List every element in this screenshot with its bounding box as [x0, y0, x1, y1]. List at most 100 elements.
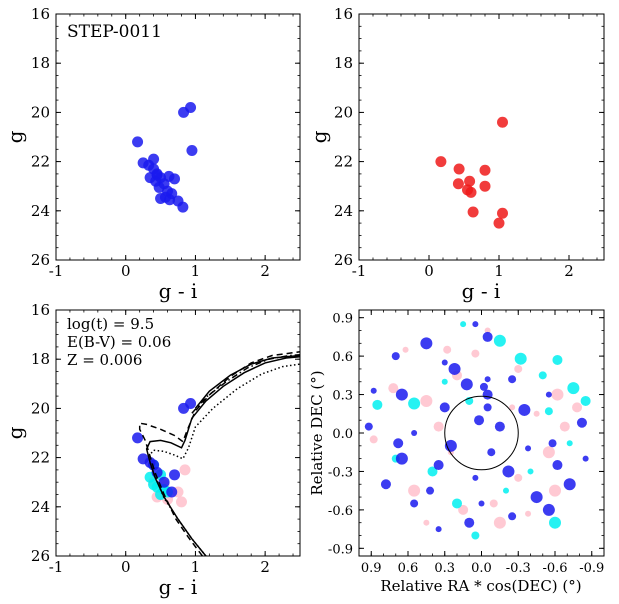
data-point	[370, 387, 377, 394]
data-point	[465, 186, 477, 198]
y-tick-label: 16	[31, 5, 50, 23]
chart-title: STEP-0011	[67, 22, 162, 42]
data-points	[435, 116, 508, 229]
data-point	[460, 378, 473, 391]
data-point	[497, 116, 508, 128]
data-point	[132, 432, 144, 444]
data-point	[527, 468, 534, 475]
data-point	[420, 337, 433, 350]
data-point	[410, 499, 419, 508]
data-point	[458, 504, 469, 515]
x-tick-label: 0	[121, 262, 131, 280]
data-point	[441, 359, 448, 366]
data-point	[538, 371, 547, 380]
axis-ticks: -1 0 1 2 16 18 20 22 24 26	[31, 301, 300, 576]
x-tick-label: 2	[260, 262, 270, 280]
data-point	[518, 403, 531, 416]
x-axis-label: g - i	[159, 575, 198, 599]
y-axis-label: Relative DEC (°)	[308, 370, 326, 495]
x-tick-label: 0.0	[471, 561, 492, 576]
panel-cmd-isochrones: -1 0 1 2 16 18 20 22 24 26 log(t) = 9.5 E(B-V) = …	[3, 301, 301, 599]
x-tick-label: 0	[424, 262, 434, 280]
y-tick-label: 22	[31, 449, 50, 467]
y-tick-label: 26	[334, 251, 353, 269]
data-point	[408, 397, 421, 410]
panel-cmd-field: -1 0 1 2 16 18 20 22 24 26 g - i g	[307, 5, 605, 303]
data-point	[464, 517, 475, 528]
data-point	[545, 391, 552, 398]
x-axis-label: g - i	[462, 279, 501, 303]
data-point	[493, 334, 506, 347]
x-tick-label: -0.9	[579, 561, 604, 576]
data-point	[435, 156, 447, 168]
data-point	[448, 362, 461, 375]
data-point	[452, 178, 464, 190]
data-point	[567, 382, 580, 395]
data-point	[548, 439, 557, 448]
data-point	[478, 500, 485, 507]
data-point	[514, 364, 523, 373]
annotation-metallicity: Z = 0.006	[67, 351, 142, 369]
data-point	[411, 430, 418, 436]
plot-area	[55, 13, 301, 261]
annotation-reddening: E(B-V) = 0.06	[67, 333, 171, 351]
y-tick-label: 16	[31, 301, 50, 319]
data-point	[464, 175, 476, 187]
y-axis-label: g	[307, 130, 331, 143]
data-point	[508, 512, 517, 521]
data-point	[544, 407, 553, 416]
data-point	[158, 476, 170, 488]
data-point	[479, 382, 488, 391]
data-point	[484, 376, 491, 383]
y-tick-label: 0.0	[332, 427, 353, 442]
axis-ticks: -1 0 1 2 16 18 20 22 24 26	[334, 5, 604, 280]
data-point	[514, 473, 523, 482]
x-tick-label: -1	[352, 262, 367, 280]
data-point	[169, 173, 181, 185]
data-point	[186, 145, 198, 157]
x-tick-label: 2	[564, 262, 574, 280]
isochrone-line	[138, 351, 301, 557]
data-point	[467, 206, 479, 218]
data-point	[433, 421, 444, 432]
data-point	[388, 383, 399, 394]
data-point	[169, 469, 181, 481]
data-point	[472, 321, 479, 328]
y-tick-label: 24	[334, 202, 353, 220]
y-tick-label: 0.9	[332, 312, 353, 327]
data-point	[166, 486, 178, 498]
data-point	[479, 180, 491, 192]
data-point	[508, 375, 517, 384]
data-points	[132, 101, 198, 213]
data-point	[479, 164, 491, 176]
data-point	[542, 503, 555, 516]
x-tick-label: 1	[191, 558, 201, 576]
data-point	[179, 464, 191, 476]
data-point	[471, 349, 480, 358]
cluster-radius-circle	[444, 395, 519, 471]
data-point	[393, 438, 404, 449]
y-tick-label: 22	[334, 153, 353, 171]
x-tick-label: -1	[49, 262, 64, 280]
y-tick-label: 0.6	[332, 350, 353, 365]
data-point	[420, 394, 433, 407]
data-point	[484, 327, 491, 334]
axis-ticks: 0.9 0.6 0.3 0.0 -0.3 -0.6 -0.9 0.9 0.6 0.3 0.0 -0.3…	[328, 310, 604, 576]
y-tick-label: 16	[334, 5, 353, 23]
data-point	[178, 402, 190, 414]
data-point	[443, 345, 452, 354]
x-tick-label: 0.6	[398, 561, 419, 576]
x-tick-label: -0.6	[542, 561, 567, 576]
panel-sky-positions: 0.9 0.6 0.3 0.0 -0.3 -0.6 -0.9 0.9 0.6 0.3 0.0 -0.3…	[308, 309, 605, 595]
x-axis-label: g - i	[159, 279, 198, 303]
data-point	[453, 163, 465, 175]
y-axis-label: g	[3, 130, 27, 143]
y-tick-label: -0.3	[328, 465, 353, 480]
x-tick-label: 1	[494, 262, 504, 280]
data-point	[395, 388, 408, 401]
data-point	[552, 460, 563, 471]
y-tick-label: 24	[31, 498, 50, 516]
x-axis-label: Relative RA * cos(DEC) (°)	[380, 577, 581, 595]
data-point	[372, 399, 383, 410]
